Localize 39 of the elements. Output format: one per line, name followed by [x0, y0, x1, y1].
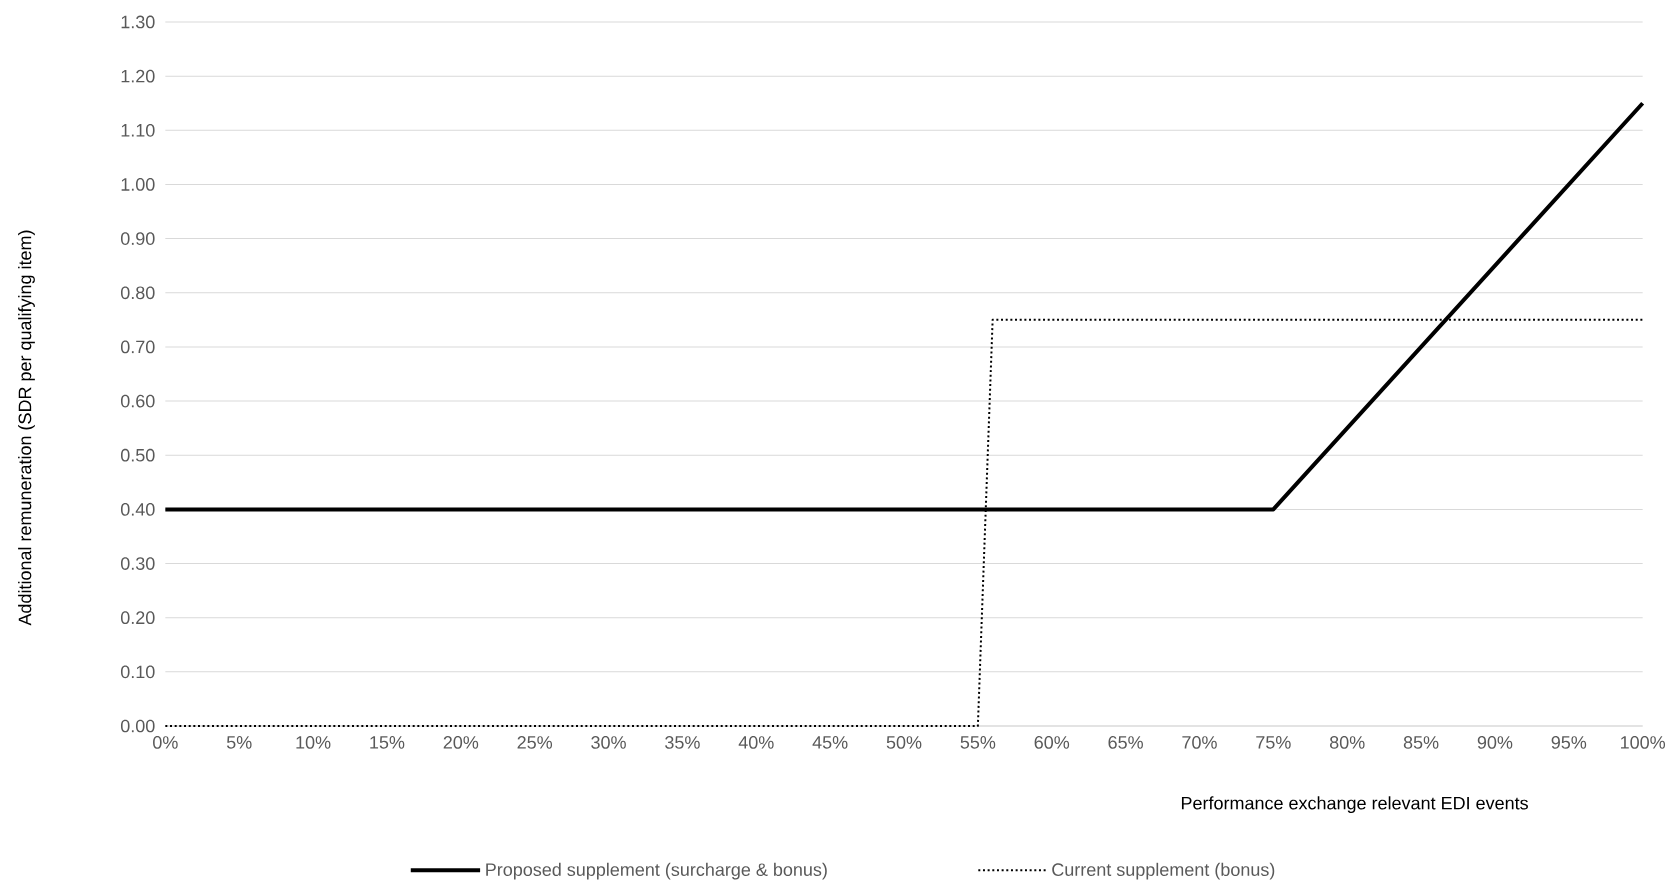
legend-label: Proposed supplement (surcharge & bonus)	[486, 862, 827, 880]
y-tick-label: 1.00	[121, 178, 155, 191]
x-tick-label: 75%	[1256, 735, 1291, 749]
x-tick-label: 10%	[296, 735, 331, 749]
y-tick-label: 0.40	[120, 502, 155, 516]
x-axis-title: Performance exchange relevant EDI events	[1181, 796, 1528, 813]
x-tick-label: 5%	[226, 735, 252, 749]
x-tick-label: 85%	[1403, 735, 1439, 749]
x-tick-label: 40%	[738, 735, 774, 749]
y-tick-label: 0.70	[120, 340, 155, 354]
y-tick-label: 1.30	[121, 15, 155, 29]
y-tick-label: 0.00	[120, 719, 155, 733]
x-tick-label: 20%	[443, 735, 479, 749]
y-tick-label: 0.90	[120, 232, 155, 245]
x-tick-label: 35%	[665, 735, 700, 749]
y-tick-label: 0.30	[120, 557, 155, 570]
x-tick-label: 90%	[1477, 735, 1513, 749]
x-tick-label: 80%	[1329, 735, 1365, 749]
x-tick-label: 55%	[960, 735, 996, 749]
x-tick-label: 0%	[153, 735, 178, 749]
x-tick-label: 70%	[1182, 735, 1217, 749]
y-tick-label: 0.10	[120, 665, 155, 679]
y-tick-label: 0.80	[120, 286, 155, 300]
y-tick-label: 1.10	[121, 123, 155, 137]
x-tick-label: 95%	[1551, 735, 1587, 749]
legend-label: Current supplement (bonus)	[1052, 862, 1275, 880]
y-axis-title: Additional remuneration (SDR per qualifying item)	[18, 230, 35, 626]
x-tick-label: 45%	[812, 735, 848, 749]
x-tick-label: 50%	[886, 735, 922, 749]
x-tick-label: 30%	[591, 735, 626, 749]
x-tick-label: 25%	[517, 735, 553, 749]
y-tick-label: 0.50	[120, 448, 155, 462]
y-tick-label: 0.60	[120, 394, 155, 408]
y-tick-label: 1.20	[121, 69, 155, 83]
y-tick-label: 0.20	[120, 611, 155, 624]
x-tick-label: 100%	[1621, 735, 1666, 749]
x-tick-label: 15%	[370, 735, 405, 749]
x-tick-label: 65%	[1108, 735, 1143, 749]
x-tick-label: 60%	[1034, 735, 1070, 749]
